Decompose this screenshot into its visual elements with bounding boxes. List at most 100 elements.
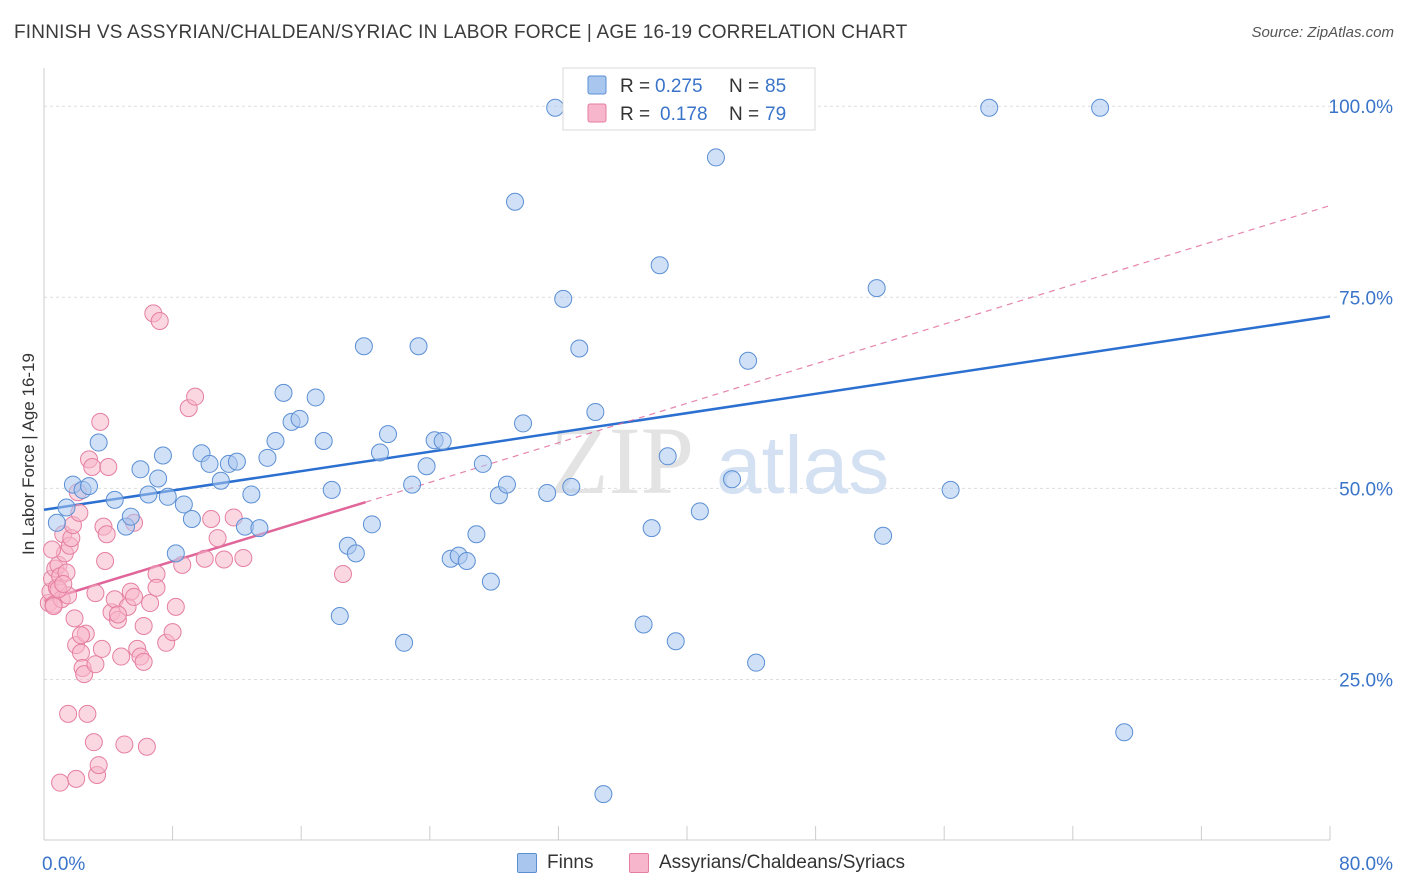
- finns-point-32: [322, 480, 341, 499]
- assyrians-point-52: [150, 312, 169, 331]
- finns-point-38: [370, 443, 389, 462]
- legend-label-assyrians: Assyrians/Chaldeans/Syriacs: [659, 852, 906, 873]
- legend-n-value-finns: 85: [765, 76, 786, 97]
- finns-point-68: [666, 632, 685, 651]
- assyrians-point-22: [75, 665, 94, 684]
- finns-point-75: [747, 653, 766, 672]
- finns-point-59: [562, 477, 581, 496]
- legend-top: R = 0.275 N = 85 R = 0.178 N = 79: [562, 67, 816, 131]
- finns-point-6: [105, 490, 124, 509]
- assyrians-point-31: [91, 412, 110, 431]
- finns-point-48: [457, 552, 476, 571]
- assyrians-point-59: [202, 509, 221, 528]
- finns-point-80: [1091, 98, 1110, 117]
- assyrians-point-60: [208, 529, 227, 548]
- finns-point-62: [594, 785, 613, 804]
- finns-point-57: [546, 98, 565, 117]
- finns-point-5: [89, 433, 108, 452]
- chart-title: FINNISH VS ASSYRIAN/CHALDEAN/SYRIAC IN L…: [14, 22, 908, 43]
- assyrians-point-34: [96, 552, 115, 571]
- assyrians-point-35: [97, 525, 116, 544]
- finns-point-65: [642, 519, 661, 538]
- y-tick-labels: 25.0% 50.0% 75.0% 100.0%: [1329, 97, 1394, 691]
- finns-point-53: [497, 475, 516, 494]
- finns-point-60: [570, 339, 589, 358]
- assyrians-point-65: [51, 773, 70, 792]
- assyrians-point-61: [215, 550, 234, 569]
- finns-point-43: [417, 457, 436, 476]
- finns-point-19: [211, 471, 230, 490]
- points-assyrians: [39, 304, 352, 792]
- regression-lines: [43, 205, 1331, 602]
- finns-point-54: [505, 192, 524, 211]
- x-tick-labels: 0.0% 80.0%: [42, 854, 1393, 875]
- assyrians-point-75: [134, 616, 153, 635]
- assyrians-point-72: [86, 655, 105, 674]
- assyrians-point-30: [89, 756, 108, 775]
- finns-point-66: [650, 256, 669, 275]
- finns-point-11: [149, 469, 168, 488]
- finns-point-23: [242, 485, 261, 504]
- finns-point-25: [258, 448, 277, 467]
- finns-point-81: [1115, 723, 1134, 742]
- finns-point-9: [131, 460, 150, 479]
- assyrians-point-68: [67, 769, 86, 788]
- assyrians-point-70: [54, 574, 73, 593]
- finns-point-18: [200, 454, 219, 473]
- finns-point-4: [80, 477, 99, 496]
- finns-point-64: [634, 615, 653, 634]
- finns-point-67: [658, 447, 677, 466]
- finns-point-21: [227, 452, 246, 471]
- finns-point-14: [166, 544, 185, 563]
- finns-point-56: [538, 483, 557, 502]
- finns-point-36: [354, 337, 373, 356]
- finns-point-33: [330, 607, 349, 626]
- x-tick-label-max: 80.0%: [1339, 854, 1393, 875]
- finns-point-72: [706, 148, 725, 167]
- regression-line-finns: [43, 315, 1331, 512]
- assyrians-point-48: [137, 737, 156, 756]
- assyrians-point-47: [134, 652, 153, 671]
- assyrians-point-20: [71, 643, 90, 662]
- finns-point-42: [409, 337, 428, 356]
- finns-point-35: [346, 544, 365, 563]
- finns-point-31: [314, 432, 333, 451]
- assyrians-point-16: [65, 609, 84, 628]
- finns-point-26: [266, 432, 285, 451]
- finns-point-12: [153, 446, 172, 465]
- legend-r-label-finns: R =: [620, 76, 650, 97]
- assyrians-point-64: [59, 704, 78, 723]
- assyrians-point-54: [166, 597, 185, 616]
- finns-point-13: [158, 487, 177, 506]
- legend-n-label-finns: N =: [729, 76, 759, 97]
- finns-point-70: [690, 502, 709, 521]
- finns-point-8: [121, 507, 140, 526]
- assyrians-point-24: [78, 704, 97, 723]
- assyrians-point-71: [71, 626, 90, 645]
- assyrians-point-49: [141, 594, 160, 613]
- chart-source: Source: ZipAtlas.com: [1251, 24, 1394, 41]
- finns-point-77: [874, 526, 893, 545]
- finns-point-37: [362, 515, 381, 534]
- assyrians-point-77: [163, 623, 182, 642]
- finns-point-76: [867, 279, 886, 298]
- finns-point-24: [250, 519, 269, 538]
- x-tick-label-min: 0.0%: [42, 854, 85, 875]
- finns-point-51: [481, 572, 500, 591]
- watermark: ZIP atlas: [550, 407, 889, 514]
- legend-swatch-assyrians-bottom: [629, 853, 649, 873]
- y-tick-label-100: 100.0%: [1329, 97, 1394, 118]
- assyrians-point-74: [125, 587, 144, 606]
- y-tick-label-75: 75.0%: [1339, 288, 1393, 309]
- finns-point-27: [274, 383, 293, 402]
- finns-point-78: [941, 480, 960, 499]
- assyrians-point-69: [43, 540, 62, 559]
- assyrians-point-40: [112, 647, 131, 666]
- finns-point-30: [306, 388, 325, 407]
- assyrians-point-57: [186, 387, 205, 406]
- watermark-atlas: atlas: [716, 420, 889, 511]
- assyrians-point-66: [44, 597, 63, 616]
- assyrians-point-63: [234, 548, 253, 567]
- legend-label-finns: Finns: [547, 852, 594, 873]
